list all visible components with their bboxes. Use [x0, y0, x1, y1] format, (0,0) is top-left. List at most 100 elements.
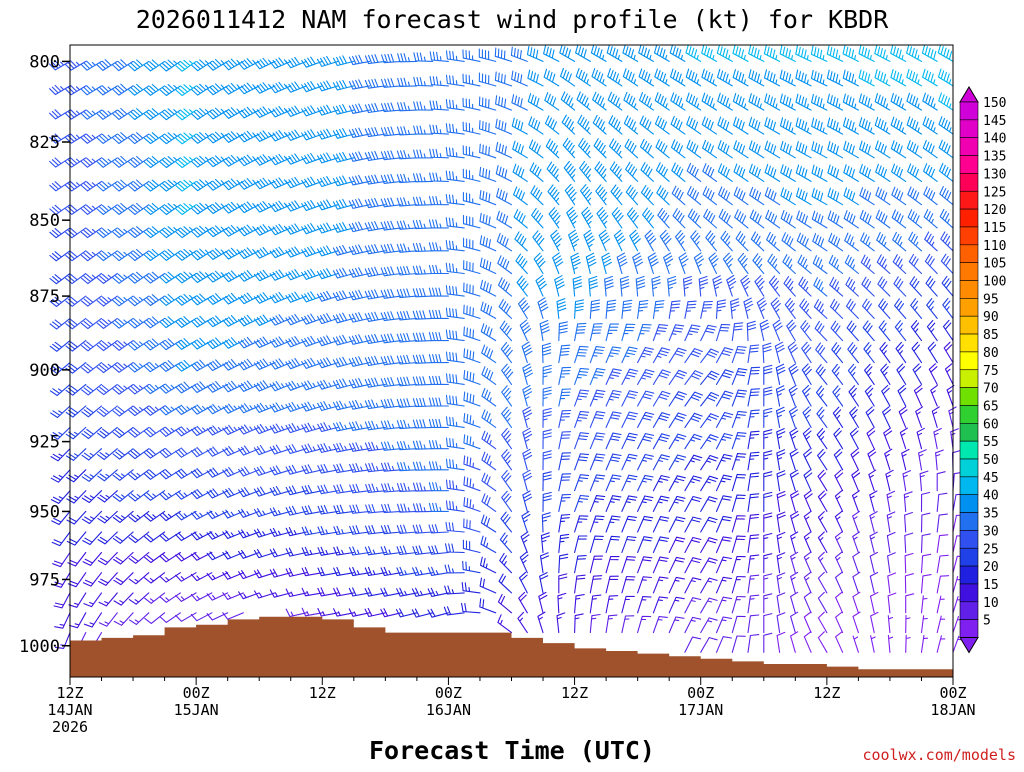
wind-barb [206, 131, 229, 144]
wind-barb [851, 490, 860, 512]
wind-barb [774, 341, 785, 364]
wind-barb [481, 344, 497, 364]
wind-barb [843, 164, 859, 182]
wind-barb [113, 572, 134, 586]
wind-barb [700, 637, 718, 653]
wind-barb [752, 253, 765, 275]
wind-barb [413, 76, 434, 87]
wind-barb [412, 461, 434, 471]
wind-barb [698, 275, 709, 297]
wind-barb [589, 474, 606, 492]
wind-barb [380, 102, 402, 113]
wind-barb [656, 185, 670, 206]
wind-barb [861, 276, 875, 297]
wind-barb [747, 594, 760, 614]
wind-barb [113, 612, 134, 626]
wind-barb [668, 433, 687, 450]
wind-barb [348, 54, 371, 66]
wind-barb [49, 383, 71, 397]
wind-barb [478, 120, 497, 135]
wind-barb [495, 95, 513, 111]
wind-barb [462, 168, 481, 182]
wind-barb [64, 109, 87, 120]
wind-barb [747, 574, 760, 594]
wind-barb [892, 231, 907, 252]
wind-barb [380, 197, 402, 208]
wind-barb [143, 179, 166, 192]
wind-barb [700, 597, 718, 614]
wind-barb [396, 126, 418, 136]
wind-barb [887, 592, 897, 614]
wind-barb [815, 385, 828, 407]
wind-barb [763, 45, 781, 62]
wind-barb [285, 505, 308, 516]
wind-barb [835, 631, 844, 653]
wind-barb [690, 230, 702, 252]
chart-title: 2026011412 NAM forecast wind profile (kt… [136, 5, 890, 34]
wind-barb [790, 490, 800, 512]
wind-barb [512, 163, 528, 182]
wind-barb [843, 140, 859, 159]
wind-barb [480, 535, 497, 554]
wind-barb [797, 254, 812, 275]
wind-barb [640, 162, 654, 182]
wind-barb [190, 404, 213, 415]
wind-barb [501, 406, 513, 428]
wind-barb [333, 484, 355, 494]
wind-barb [222, 466, 244, 478]
wind-barb [112, 383, 134, 395]
wind-barb [716, 68, 733, 87]
wind-barb [496, 188, 513, 206]
wind-barb [332, 356, 355, 368]
wind-barb [463, 497, 481, 512]
wind-barb [835, 591, 844, 614]
wind-barb [817, 571, 828, 594]
wind-barb [747, 472, 760, 492]
wind-barb [238, 314, 260, 327]
colorbar-label: 15 [983, 578, 999, 593]
wind-barb [511, 117, 528, 135]
wind-barb [737, 252, 749, 275]
wind-barb [936, 492, 948, 512]
wind-barb [80, 204, 103, 215]
wind-barb [733, 116, 749, 135]
wind-barb [445, 437, 465, 450]
wind-barb [826, 69, 844, 87]
wind-barb [511, 94, 528, 111]
wind-barb [285, 291, 308, 303]
wind-barb [686, 186, 702, 206]
wind-barb [621, 556, 636, 574]
wind-barb [541, 342, 552, 364]
wind-barb [790, 531, 799, 554]
wind-barb [191, 155, 213, 168]
wind-barb [222, 592, 244, 600]
wind-barb [396, 440, 418, 451]
wind-barb [558, 431, 572, 450]
wind-barb [763, 573, 773, 594]
wind-barb [605, 432, 622, 450]
wind-barb [222, 292, 244, 305]
wind-barb [429, 75, 449, 87]
wind-barb [574, 389, 590, 407]
wind-barbs [48, 44, 967, 653]
wind-barb [815, 364, 828, 385]
wind-barb [732, 44, 749, 62]
colorbar-swatch [959, 298, 979, 317]
wind-barb [550, 229, 562, 252]
wind-barb [128, 226, 150, 239]
wind-barb [833, 448, 844, 471]
wind-barb [497, 255, 513, 275]
wind-barb [269, 129, 292, 142]
wind-barb [638, 92, 654, 111]
wind-barb [269, 381, 292, 392]
wind-barb [776, 552, 786, 574]
wind-barb [83, 612, 103, 628]
wind-barb [253, 423, 276, 435]
wind-barb [269, 200, 292, 213]
wind-barb [776, 449, 786, 471]
wind-barb [779, 93, 796, 111]
wind-barb [112, 250, 134, 262]
wind-barb [411, 587, 434, 597]
wind-barb [731, 473, 747, 492]
